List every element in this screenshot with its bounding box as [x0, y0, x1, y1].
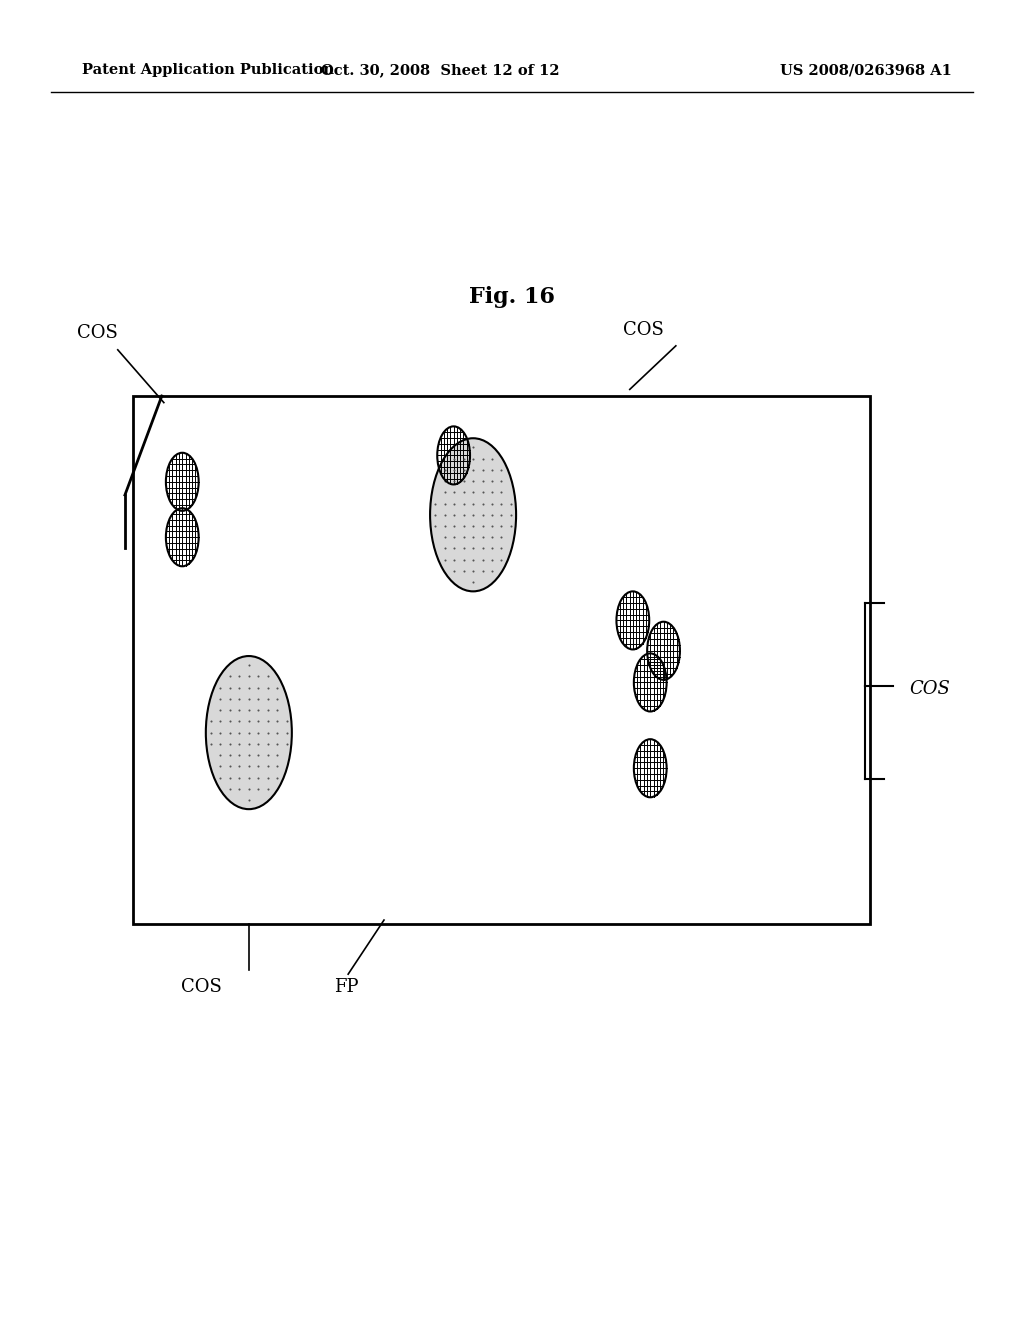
Text: Patent Application Publication: Patent Application Publication: [82, 63, 334, 78]
Ellipse shape: [634, 739, 667, 797]
Ellipse shape: [166, 508, 199, 566]
Text: Fig. 16: Fig. 16: [469, 286, 555, 308]
Ellipse shape: [437, 426, 470, 484]
Text: FP: FP: [334, 978, 358, 997]
Ellipse shape: [206, 656, 292, 809]
Text: COS: COS: [623, 321, 664, 339]
Ellipse shape: [647, 622, 680, 680]
Ellipse shape: [430, 438, 516, 591]
Text: US 2008/0263968 A1: US 2008/0263968 A1: [780, 63, 952, 78]
Text: Oct. 30, 2008  Sheet 12 of 12: Oct. 30, 2008 Sheet 12 of 12: [321, 63, 560, 78]
Bar: [133, 396, 870, 924]
Ellipse shape: [616, 591, 649, 649]
Text: COS: COS: [77, 323, 118, 342]
Text: COS: COS: [909, 680, 950, 698]
Text: COS: COS: [181, 978, 222, 997]
Ellipse shape: [634, 653, 667, 711]
Ellipse shape: [166, 453, 199, 511]
